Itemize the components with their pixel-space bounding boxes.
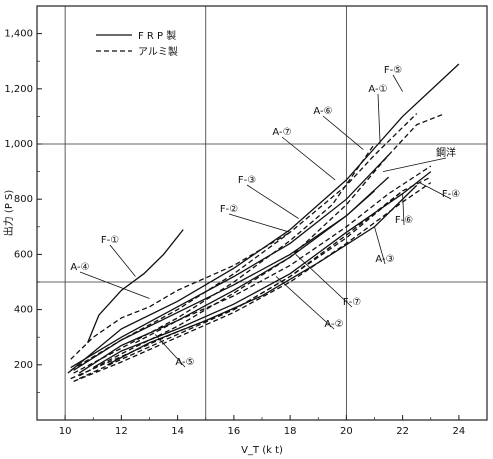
series-line bbox=[70, 154, 390, 369]
annotation-leader bbox=[295, 254, 353, 308]
annotation-leader bbox=[228, 213, 291, 233]
series-line bbox=[70, 113, 418, 371]
axis-layer: 10 12 14 16 18 20 22 24 200 400 600 800 1,000 1,200 1,… bbox=[2, 29, 465, 456]
label-layer: F-⑤ A-① A-⑥ A-⑦ F-③ F-② F-① A-④ A-⑤ F-⑦A-② A-③ F-⑥ F… bbox=[70, 65, 460, 368]
annotation-label: F-⑥ bbox=[395, 215, 413, 226]
annotation-leader bbox=[154, 334, 186, 368]
annotation-leader bbox=[374, 226, 386, 265]
annotation-leader bbox=[419, 182, 452, 200]
y-tick-label: 600 bbox=[14, 249, 33, 260]
y-tick-label: 800 bbox=[14, 194, 33, 205]
annotation-leader bbox=[382, 157, 447, 172]
annotation-label: A-① bbox=[368, 84, 387, 95]
annotation-label: A-⑥ bbox=[313, 106, 332, 117]
series-line bbox=[86, 229, 184, 343]
x-tick-label: 24 bbox=[453, 426, 466, 437]
annotation-label: F-② bbox=[220, 204, 238, 215]
plot-area bbox=[36, 5, 488, 421]
series-line bbox=[78, 190, 375, 374]
series-line bbox=[78, 112, 446, 377]
series-line bbox=[67, 63, 460, 374]
annotation-label: F-③ bbox=[238, 175, 256, 186]
annotation-label: F-⑦ bbox=[343, 297, 361, 308]
x-tick-label: 10 bbox=[59, 426, 72, 437]
annotation-label: A-④ bbox=[70, 262, 89, 273]
x-tick-label: 18 bbox=[284, 426, 297, 437]
legend-label: F R P 製 bbox=[138, 29, 176, 42]
x-tick-label: 12 bbox=[115, 426, 128, 437]
x-axis-title: V_T (k t) bbox=[241, 445, 283, 456]
grid-layer bbox=[37, 6, 487, 420]
series-line bbox=[70, 190, 404, 380]
x-tick-label: 16 bbox=[228, 426, 241, 437]
annotation-label: A-⑦ bbox=[272, 127, 291, 138]
annotation-leader bbox=[246, 184, 299, 219]
annotation-leader bbox=[377, 93, 381, 145]
series-layer bbox=[67, 63, 460, 383]
plot-frame bbox=[36, 5, 488, 421]
y-tick-label: 1,000 bbox=[4, 139, 33, 150]
x-tick-label: 14 bbox=[171, 426, 184, 437]
series-line bbox=[73, 143, 376, 374]
annotation-leader bbox=[322, 115, 364, 150]
annotation-leader bbox=[392, 74, 403, 92]
annotation-label: 鋼洋 bbox=[436, 146, 456, 159]
y-tick-label: 1,200 bbox=[4, 84, 33, 95]
annotation-label: F-⑤ bbox=[384, 65, 402, 76]
annotation-label: A-② bbox=[324, 319, 343, 330]
y-axis-title: 出力 (P S) bbox=[2, 190, 15, 237]
annotation-label: A-③ bbox=[375, 254, 394, 265]
annotation-label: F-④ bbox=[442, 189, 460, 200]
annotation-label: F-① bbox=[101, 235, 119, 246]
x-tick-label: 20 bbox=[340, 426, 353, 437]
series-line bbox=[92, 171, 432, 369]
y-tick-label: 400 bbox=[14, 305, 33, 316]
series-line bbox=[78, 176, 432, 380]
annotation-leader bbox=[109, 244, 136, 277]
legend-label: アルミ製 bbox=[138, 45, 178, 58]
series-line bbox=[73, 182, 432, 383]
annotation-leader bbox=[402, 193, 405, 226]
annotation-leader bbox=[281, 136, 336, 181]
annotation-label: A-⑤ bbox=[175, 357, 194, 368]
annotation-leader bbox=[79, 271, 150, 299]
annotation-leader bbox=[275, 276, 335, 330]
y-tick-label: 200 bbox=[14, 360, 33, 371]
x-tick-label: 22 bbox=[396, 426, 409, 437]
y-tick-label: 1,400 bbox=[4, 29, 33, 40]
